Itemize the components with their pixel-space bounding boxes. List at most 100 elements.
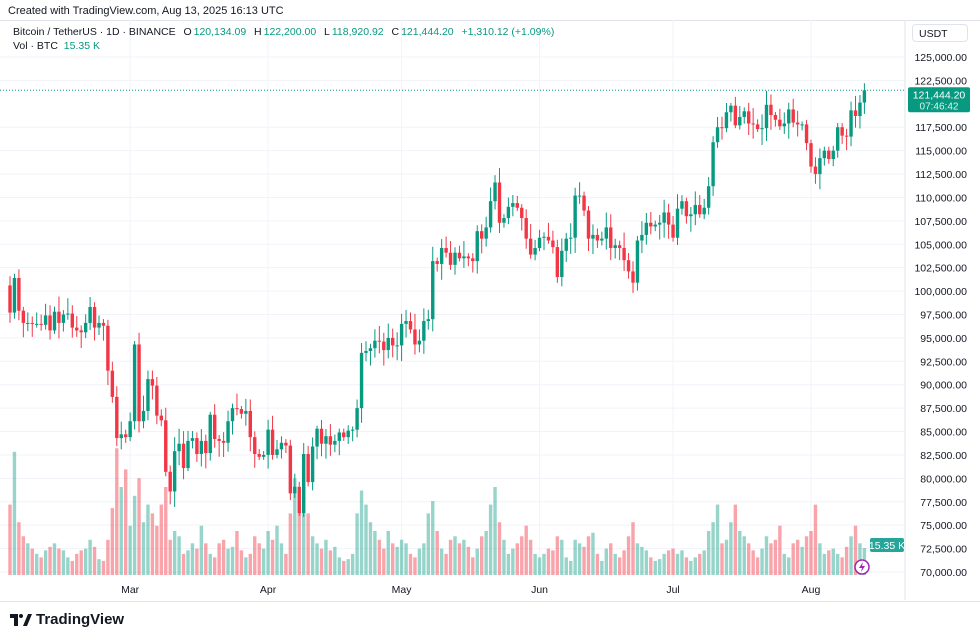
candle — [266, 419, 270, 469]
candle-body — [368, 348, 373, 352]
lightning-icon[interactable] — [854, 559, 870, 575]
candle-body — [720, 127, 724, 129]
candle — [862, 83, 867, 114]
candle-body — [698, 204, 702, 215]
volume-bar — [199, 525, 204, 575]
candle — [546, 222, 551, 244]
candle-body — [168, 471, 172, 492]
candle-body — [21, 310, 26, 323]
candle — [422, 308, 426, 354]
volume-bar — [689, 560, 693, 575]
y-tick-label: 85,000.00 — [920, 427, 967, 439]
candle — [715, 116, 720, 148]
candle — [729, 102, 733, 122]
candle — [119, 421, 123, 450]
candle-body — [426, 319, 430, 322]
candle-body — [119, 434, 123, 439]
candle — [711, 136, 715, 196]
y-tick-label: 75,000.00 — [920, 520, 967, 532]
candle-body — [155, 385, 159, 416]
candle — [12, 273, 17, 319]
volume-label[interactable]: Vol · BTC — [13, 40, 58, 52]
candle-body — [804, 124, 809, 144]
candle — [235, 393, 239, 416]
candle-body — [604, 227, 608, 239]
candle-body — [431, 261, 435, 320]
volume-bar — [577, 543, 582, 575]
volume-bar — [101, 560, 106, 575]
candle — [181, 431, 186, 480]
candle — [226, 410, 230, 452]
candle — [26, 312, 30, 332]
currency-selector[interactable]: USDT — [912, 24, 968, 42]
symbol-title[interactable]: Bitcoin / TetherUS · 1D · BINANCE — [13, 26, 176, 38]
candle-body — [684, 201, 689, 217]
volume-bar — [195, 548, 199, 575]
candle — [528, 224, 533, 259]
volume-bar — [404, 543, 408, 575]
candle-body — [346, 430, 350, 438]
volume-bar — [83, 548, 88, 575]
y-tick-label: 110,000.00 — [915, 192, 967, 204]
candle-body — [755, 124, 760, 130]
volume-bar — [342, 560, 346, 575]
volume-bar — [600, 560, 604, 575]
candle-body — [475, 231, 479, 262]
candle-body — [439, 248, 444, 264]
candle — [515, 195, 519, 211]
x-tick-label: May — [392, 584, 413, 596]
volume-bar — [586, 536, 591, 575]
volume-bar — [671, 548, 675, 575]
candle — [52, 306, 57, 334]
candle — [693, 191, 697, 226]
candle — [791, 98, 795, 128]
candle-body — [742, 111, 746, 117]
candle — [310, 437, 315, 491]
candle-body — [337, 432, 341, 441]
volume-bar — [92, 546, 97, 575]
volume-bar — [8, 504, 12, 575]
close-value: 121,444.20 — [401, 26, 454, 38]
candle-body — [827, 150, 831, 160]
candle — [124, 429, 128, 443]
candle-body — [760, 128, 764, 130]
candle — [315, 425, 319, 460]
x-tick-label: Jun — [531, 584, 548, 596]
volume-bar — [350, 553, 355, 575]
candle-body — [453, 252, 457, 265]
y-tick-label: 125,000.00 — [914, 52, 967, 64]
volume-badge — [870, 538, 904, 552]
candle — [373, 329, 377, 358]
candle — [760, 114, 764, 145]
candle — [208, 411, 212, 461]
volume-bar — [613, 553, 617, 575]
candle-body — [444, 248, 448, 253]
volume-bar — [488, 504, 493, 575]
candle-body — [101, 322, 106, 326]
candle — [617, 240, 622, 261]
candle-body — [159, 415, 163, 421]
candle-body — [195, 438, 199, 455]
volume-bar — [257, 543, 261, 575]
candle — [747, 102, 751, 136]
candle-body — [849, 110, 853, 137]
candle — [172, 437, 177, 507]
candle-body — [649, 222, 653, 227]
volume-bar — [684, 557, 689, 575]
candle — [404, 309, 408, 338]
candle — [168, 465, 172, 505]
volume-bar — [110, 508, 115, 575]
volume-bar — [261, 548, 266, 575]
candle — [79, 325, 83, 349]
candle-body — [177, 443, 181, 452]
candle-body — [350, 429, 355, 431]
candle-body — [711, 142, 715, 187]
candle — [591, 224, 595, 255]
y-tick-label: 102,500.00 — [914, 263, 967, 275]
volume-bar — [399, 539, 404, 575]
volume-bar — [190, 543, 195, 575]
candle-body — [569, 237, 573, 239]
candle — [582, 191, 586, 217]
volume-bar — [555, 536, 560, 575]
